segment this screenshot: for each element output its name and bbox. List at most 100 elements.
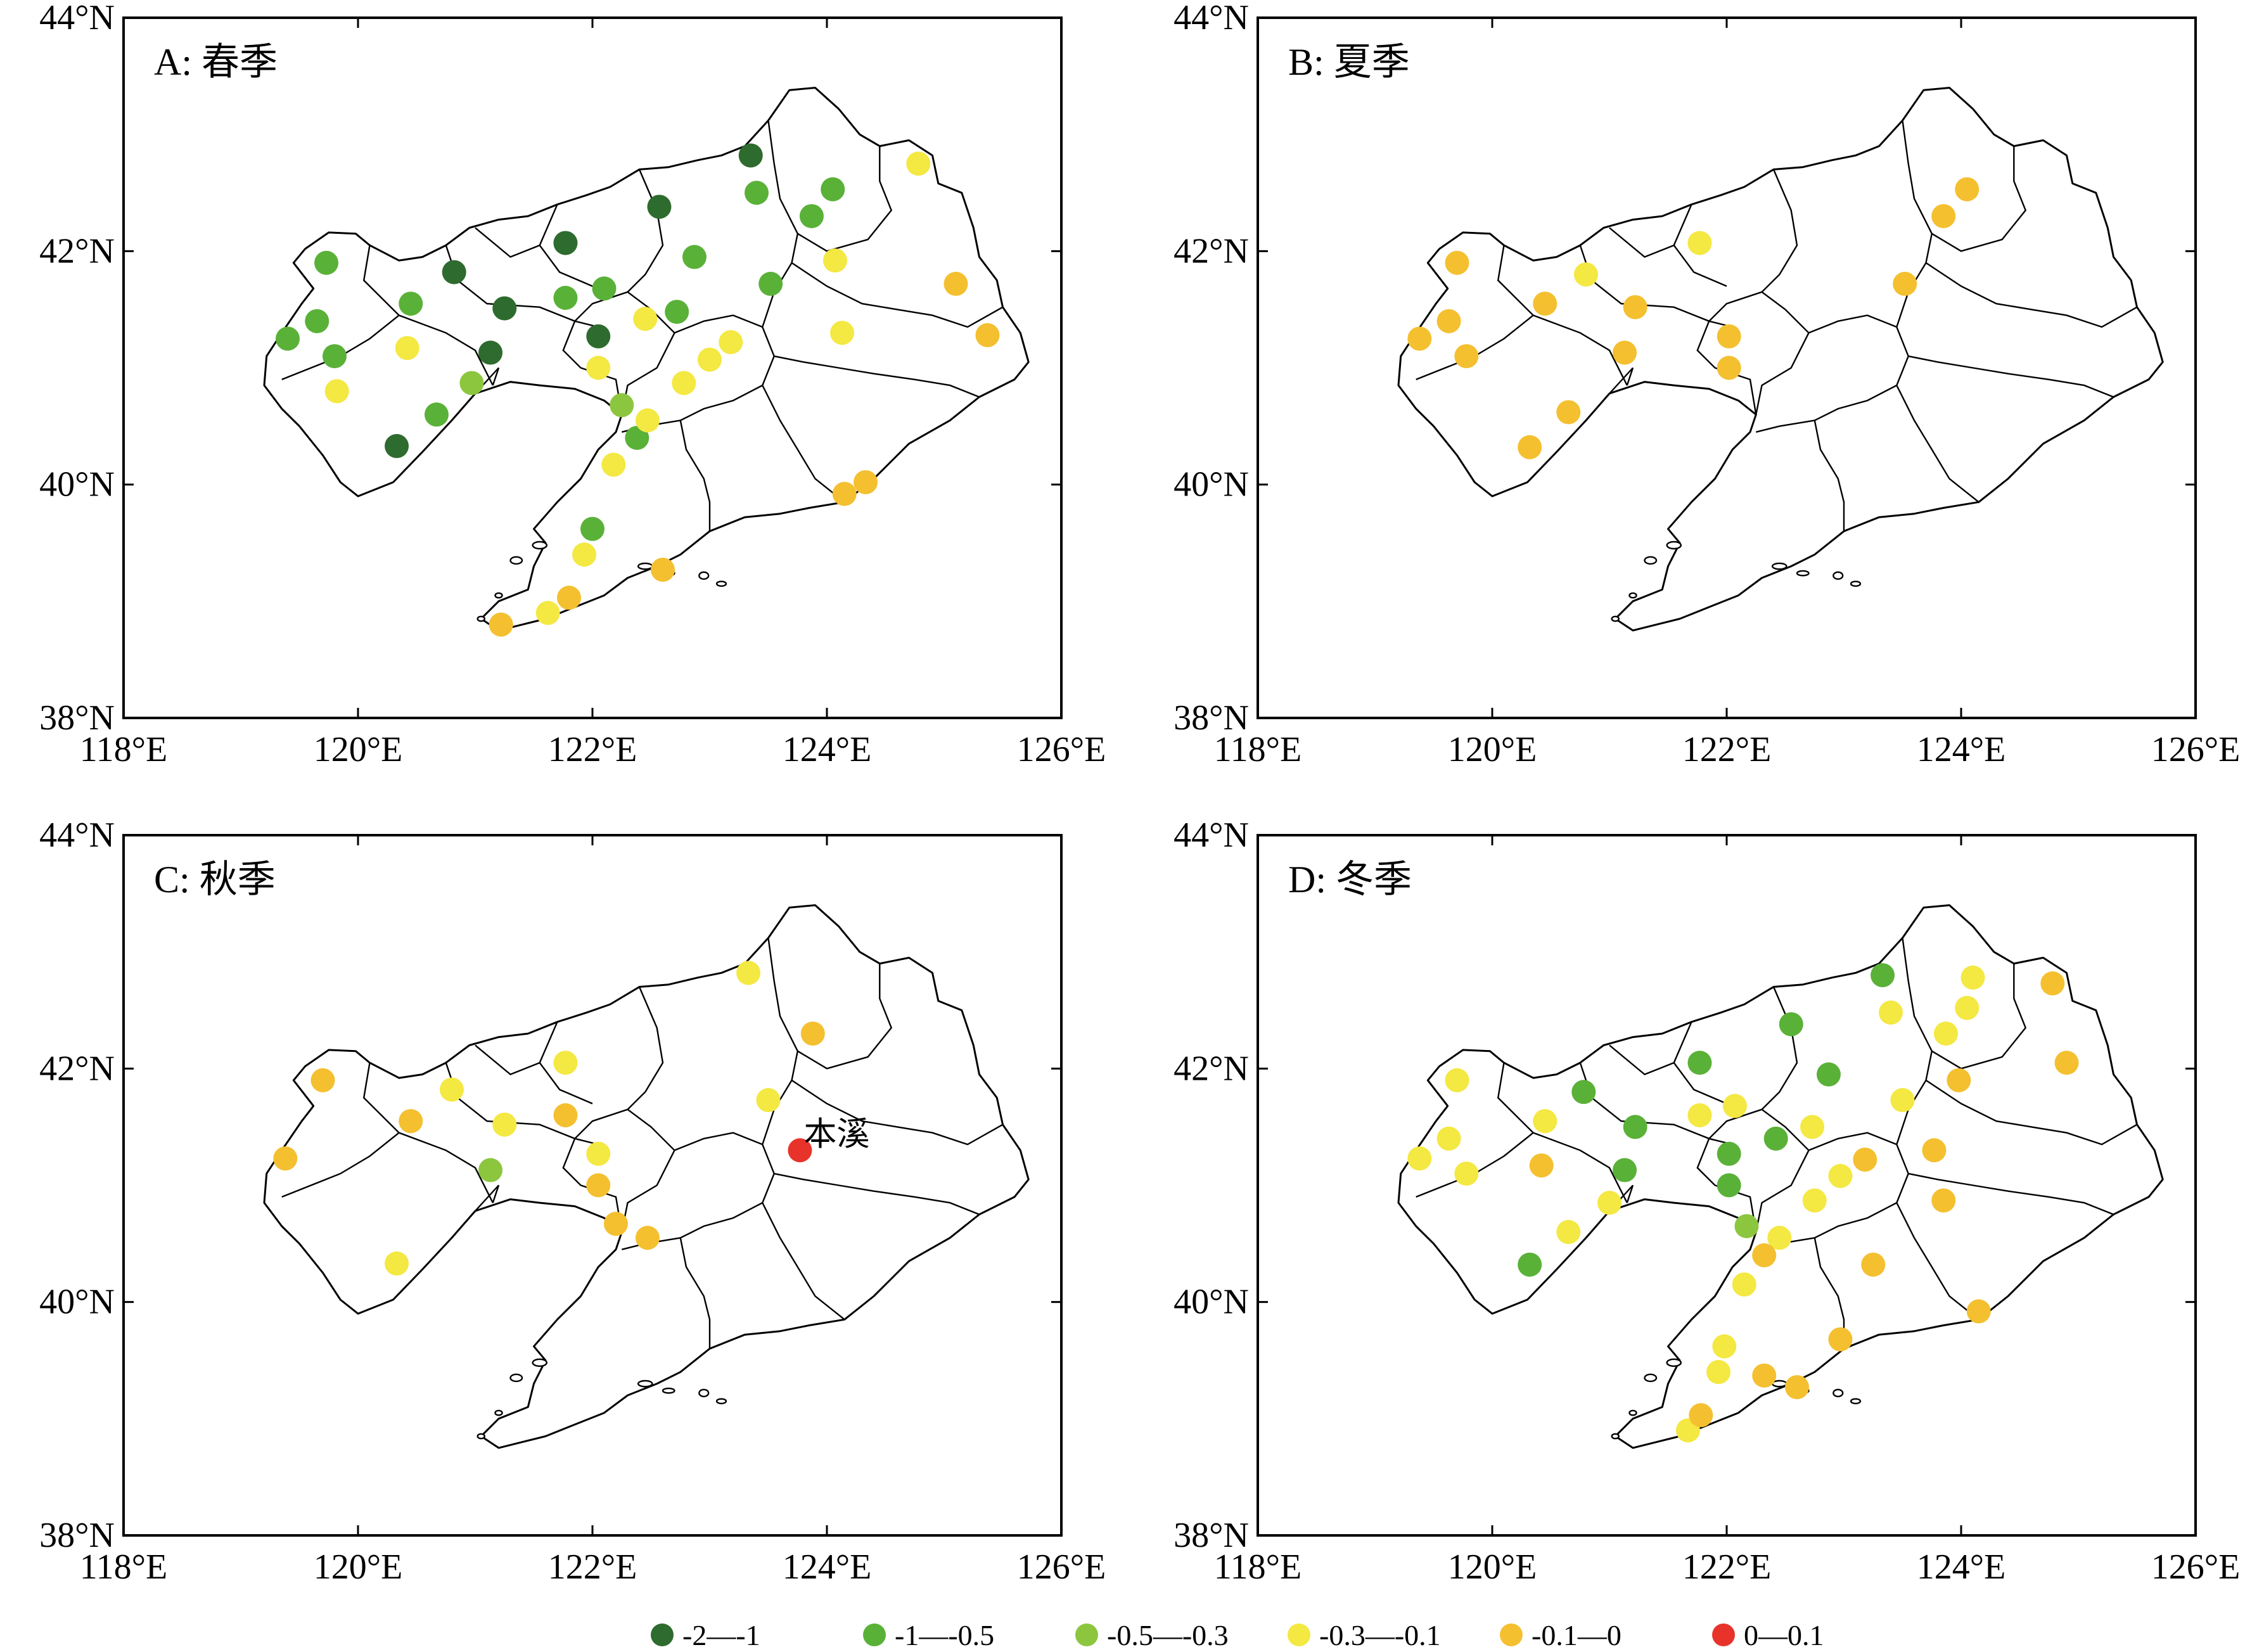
legend-swatch [651,1623,674,1646]
province-boundary [1397,87,2164,632]
admin-boundary [362,245,494,386]
island [715,580,727,587]
x-tick-label: 124°E [783,730,872,769]
station-marker [832,482,857,506]
admin-boundary [574,986,664,1139]
island [1796,570,1810,577]
x-tick-label: 126°E [1017,1547,1106,1587]
station-marker [492,1112,517,1137]
station-marker [830,321,855,345]
x-tick-label: 122°E [548,1547,637,1587]
station-marker [305,309,329,333]
station-marker [698,347,722,372]
legend-label: -2—-1 [682,1619,760,1651]
station-marker [1717,324,1741,349]
admin-boundary [1908,1172,2114,1215]
station-marker [635,408,660,433]
island [715,1398,727,1405]
station-marker [1407,1146,1432,1171]
island [698,1388,710,1398]
admin-boundary [1696,1138,1757,1233]
station-marker [1722,1094,1747,1118]
admin-boundary [1896,385,1980,503]
station-marker [586,1141,611,1166]
station-marker [586,324,611,349]
island [1628,1409,1637,1416]
station-marker [324,379,349,404]
station-marker [1763,1126,1788,1151]
panel-title: B: 夏季 [1288,41,1410,83]
station-marker [1445,250,1469,275]
island [509,1373,523,1383]
station-marker [1893,271,1917,296]
island [477,1433,486,1440]
admin-boundary [1609,227,1675,258]
station-marker [665,300,689,324]
station-marker [1689,1403,1713,1428]
island [1666,541,1682,550]
x-tick-label: 118°E [1214,1547,1302,1587]
station-marker [580,516,604,541]
station-marker [800,1021,825,1046]
station-marker [1613,340,1637,365]
legend-label: -0.1—0 [1532,1619,1621,1651]
admin-boundary [1925,262,2138,328]
station-marker [1955,996,1980,1020]
station-marker [635,1226,660,1250]
y-tick-label: 38°N [39,1516,115,1555]
panel-title: A: 春季 [154,41,278,83]
station-marker [1752,1363,1777,1388]
station-marker [1890,1088,1915,1113]
y-tick-label: 44°N [1174,816,1249,855]
station-marker [1861,1252,1886,1277]
station-marker [553,1103,578,1127]
island [1611,1433,1620,1440]
legend: -2—-1 -1—-0.5 -0.5—-0.3 -0.3—-0.1 -0.1—0 0—0.… [651,1619,1824,1651]
admin-boundary [679,420,711,532]
x-tick-label: 122°E [1682,730,1772,769]
station-marker [1879,1000,1903,1025]
station-marker [1752,1243,1777,1267]
station-marker [1454,1162,1479,1186]
admin-boundary [1497,245,1628,386]
station-marker [314,250,339,275]
station-marker [1687,1051,1712,1075]
station-marker [2054,1051,2079,1075]
station-marker [736,961,761,985]
y-tick-label: 42°N [1174,1049,1249,1088]
admin-boundary [797,963,893,1070]
admin-boundary [1416,314,1534,381]
legend-swatch [1075,1623,1098,1646]
station-marker [756,1088,781,1113]
island [532,1358,548,1367]
admin-boundary [1673,204,1727,287]
y-tick-label: 40°N [1174,1283,1249,1322]
admin-boundary [621,1108,675,1233]
station-marker [647,195,672,219]
x-tick-label: 122°E [1682,1547,1772,1587]
station-marker [592,276,617,301]
station-marker [489,612,513,637]
station-marker [854,470,878,494]
island [494,592,503,599]
legend-swatch [863,1623,886,1646]
admin-boundary [562,1138,623,1233]
station-marker [1687,1103,1712,1127]
station-marker [1922,1138,1947,1163]
station-marker [745,181,769,205]
station-marker [553,286,578,310]
station-marker [492,296,517,321]
admin-boundary [475,1044,540,1075]
admin-boundary [539,204,593,287]
admin-boundary [1756,419,1815,433]
island [1666,1358,1682,1367]
station-marker [738,143,763,168]
station-marker [385,433,409,458]
island [509,556,523,565]
admin-boundary [774,355,980,398]
station-marker [799,204,824,229]
station-marker [1802,1188,1827,1213]
station-marker [553,1051,578,1075]
station-marker [1407,326,1432,351]
